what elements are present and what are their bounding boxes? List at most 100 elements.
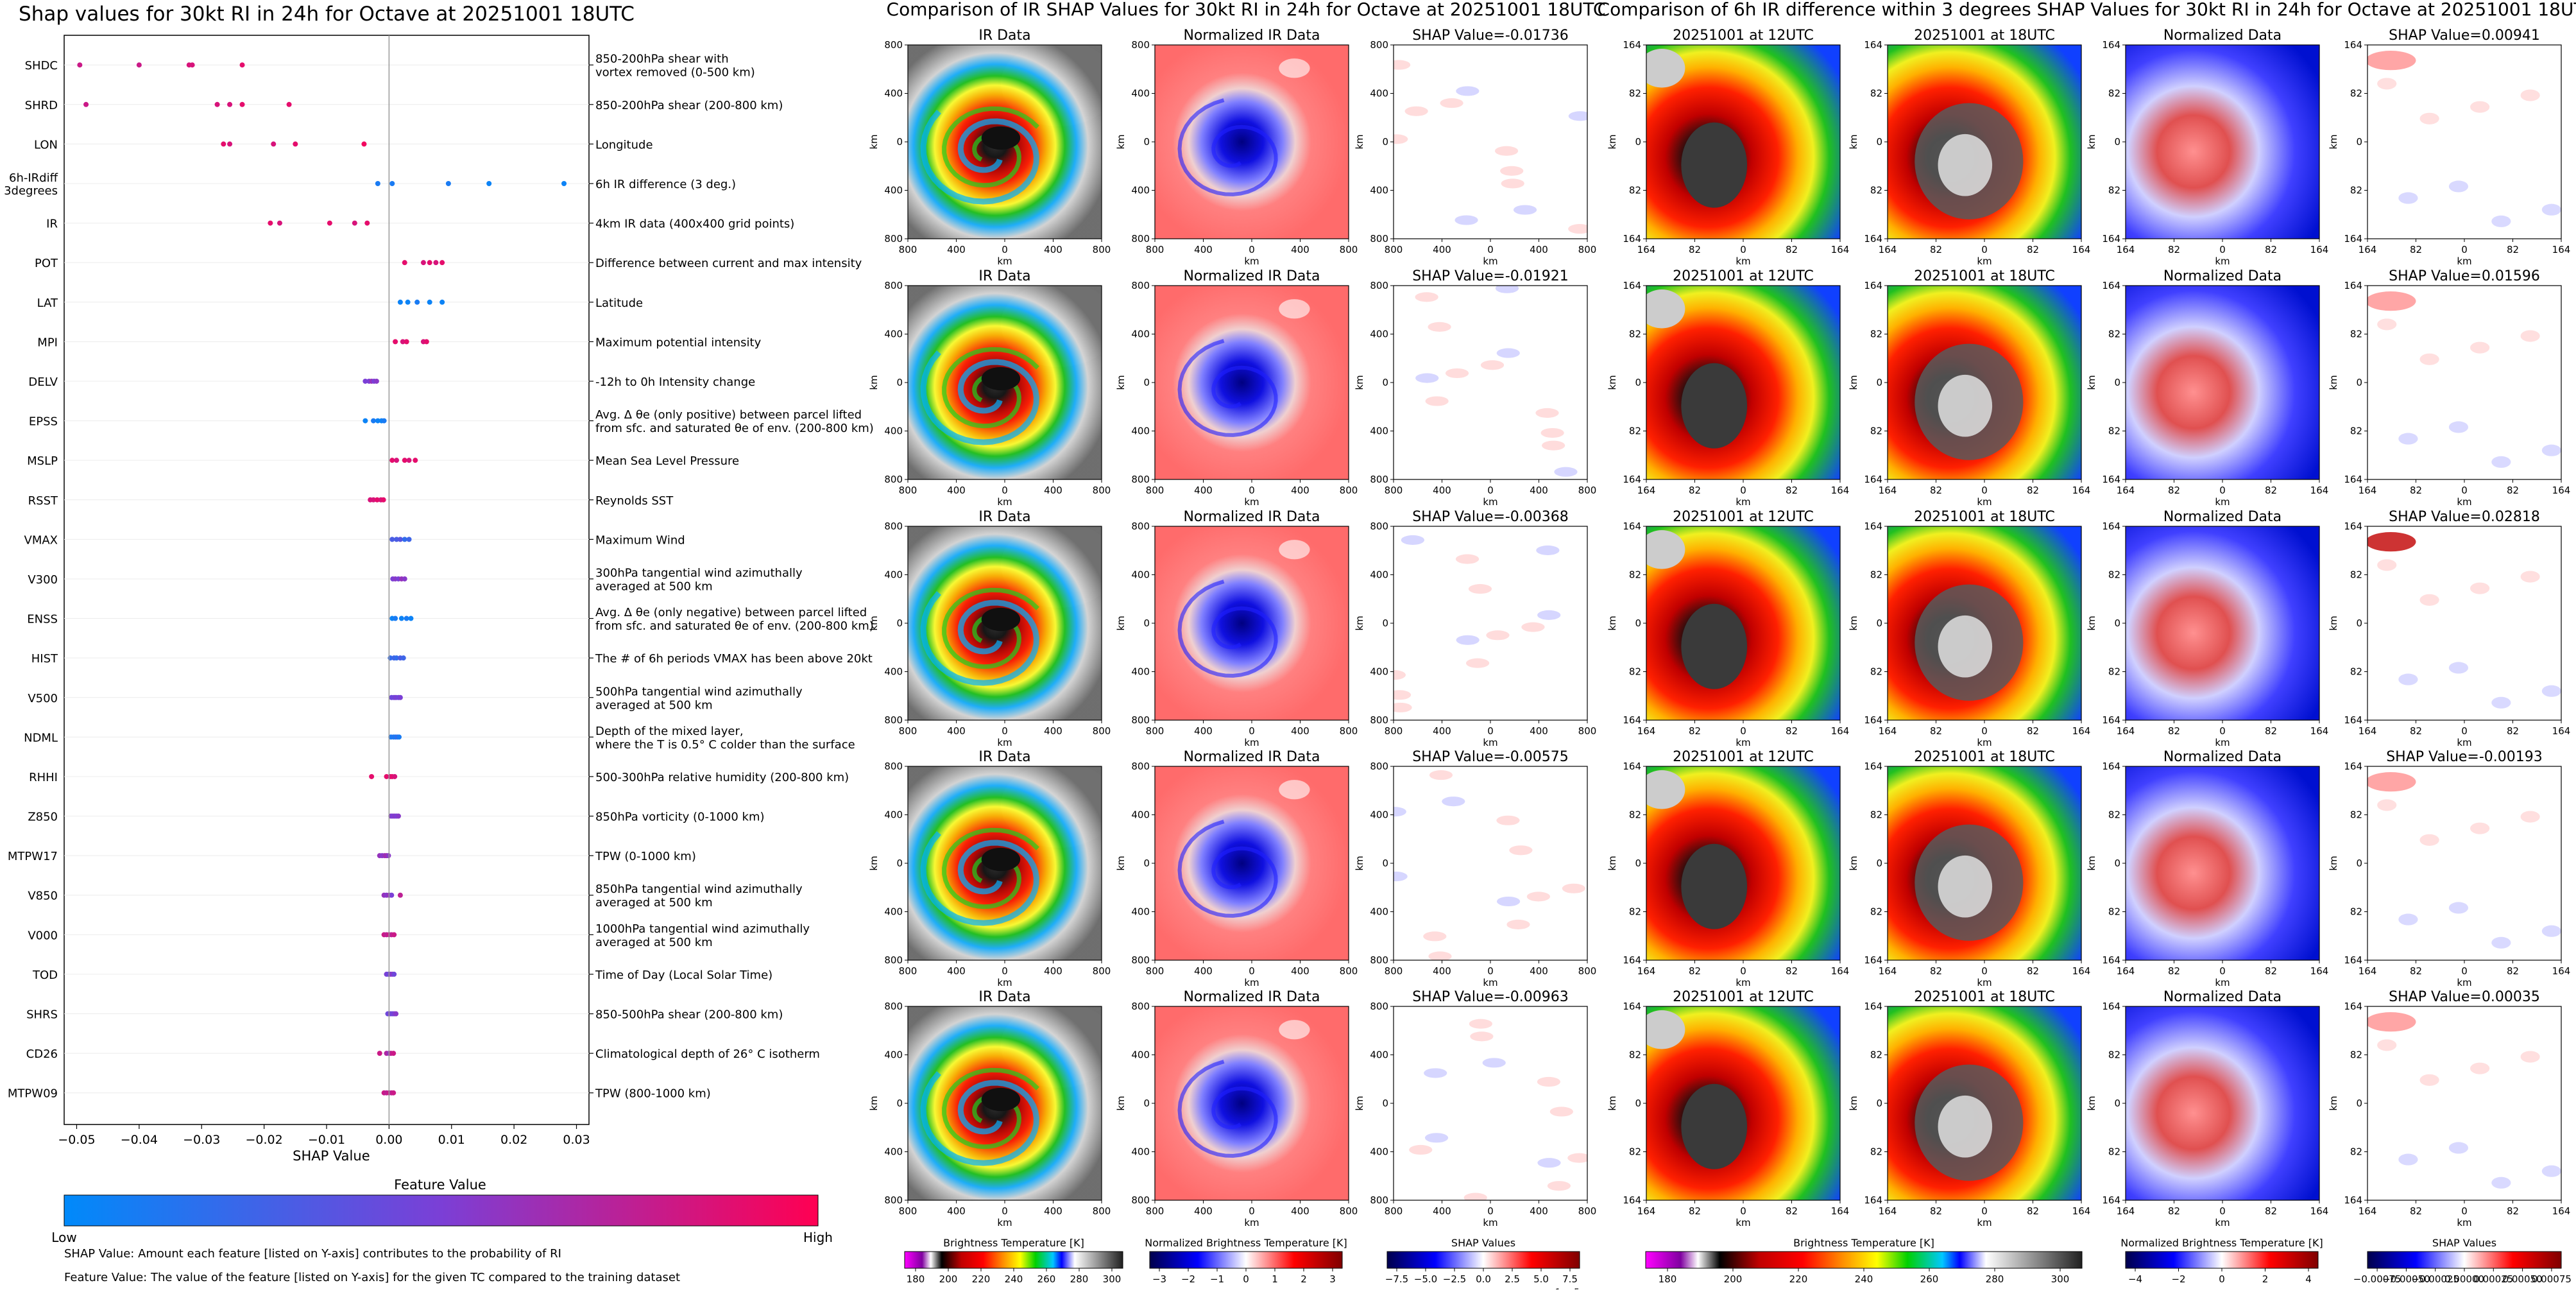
panel-x-tick-label: 0	[1740, 485, 1746, 496]
panel-y-tick-label: 82	[1870, 329, 1882, 340]
ir-rainband	[942, 1067, 1039, 1150]
shap-blob	[1480, 360, 1505, 370]
norm-band	[1177, 98, 1278, 196]
panel-y-tick-label: 0	[2114, 617, 2120, 629]
shap-blob	[1482, 1058, 1506, 1068]
panel-x-tick-label: 82	[1689, 485, 1701, 496]
panel-y-tick-label: 82	[2350, 426, 2362, 437]
colorbar-low-label: Low	[51, 1230, 76, 1245]
panel-title: Normalized Data	[2163, 28, 2282, 44]
norm-storm	[1155, 45, 1349, 239]
panel-image	[908, 526, 1102, 720]
panel-x-tick-label: 164	[1831, 1205, 1850, 1217]
shap-blob	[1496, 815, 1520, 825]
feature-name-label: LON	[34, 138, 58, 151]
panel-x-tick-label: 0	[1487, 965, 1494, 977]
diffshap-blob	[2448, 180, 2469, 193]
panel-y-tick-label: 0	[1143, 1098, 1150, 1109]
colorbar-tick-label: 180	[1659, 1273, 1677, 1285]
shap-background	[1394, 1006, 1587, 1200]
panel-x-tick-label: 164	[2552, 1205, 2571, 1217]
norm-patch	[1279, 58, 1310, 78]
panel-y-tick-label: 164	[2344, 474, 2362, 485]
shap-point	[420, 260, 426, 266]
panel-y-label: km	[2328, 134, 2339, 149]
panel-y-tick-label: 164	[2102, 1001, 2120, 1012]
norm-band	[1177, 1060, 1278, 1158]
panel-y-tick-label: 0	[1876, 136, 1882, 148]
panel-y-tick-label: 800	[1131, 761, 1150, 772]
colorbar-tick-label: −7.5	[1385, 1273, 1408, 1285]
feature-description-label: TPW (800-1000 km)	[595, 1087, 711, 1101]
shap-blob	[1494, 146, 1519, 156]
panel-x-tick-label: 164	[1637, 965, 1656, 977]
shap-blob	[1470, 1031, 1494, 1042]
panel-y-tick-label: 400	[1131, 666, 1150, 678]
panel-y-tick-label: 82	[2108, 88, 2120, 99]
panel-image	[1646, 286, 1840, 479]
panel-y-tick-label: 164	[1864, 39, 1882, 51]
panel-x-tick-label: 82	[2027, 1205, 2039, 1217]
panel-y-tick-label: 400	[1131, 88, 1150, 99]
panel-x-tick-label: 800	[1385, 1205, 1403, 1217]
panel-title: SHAP Value=-0.01921	[1412, 268, 1569, 284]
colorbar-tick-label: −2	[2171, 1273, 2185, 1285]
shap-blob	[1454, 215, 1478, 225]
panel-x-tick-label: 0	[1249, 1205, 1255, 1217]
panel-x-label: km	[1483, 977, 1497, 988]
panel-y-tick-label: 800	[884, 280, 903, 291]
diff-cold-core-center	[1938, 855, 1993, 918]
norm-storm	[1155, 286, 1349, 479]
panel-y-tick-label: 82	[2108, 1049, 2120, 1061]
diff-cold-core	[1681, 603, 1748, 689]
diffshap-blob	[2470, 341, 2490, 354]
shap-blob	[1509, 845, 1533, 856]
panel-x-label: km	[1736, 977, 1750, 988]
panel-image	[2126, 1006, 2319, 1200]
shap-point	[393, 1011, 399, 1017]
panel-y-tick-label: 400	[884, 426, 903, 437]
panel-image	[1888, 286, 2081, 479]
panel-x-tick-label: 0	[1249, 725, 1255, 737]
shap-blob	[1409, 1144, 1433, 1155]
panel-y-tick-label: 800	[1370, 233, 1388, 245]
panel-y-tick-label: 0	[2114, 857, 2120, 869]
panel-x-label: km	[997, 255, 1012, 267]
panel-y-tick-label: 82	[1870, 906, 1882, 918]
panel-y-tick-label: 0	[896, 857, 903, 869]
colorbar-high-label: High	[803, 1230, 833, 1245]
panel-x-tick-label: 400	[1433, 725, 1451, 737]
shap-point	[400, 655, 406, 661]
panel-y-tick-label: 400	[884, 88, 903, 99]
panel-y-tick-label: 82	[2350, 329, 2362, 340]
panel-x-tick-label: 82	[1930, 244, 1942, 255]
panel-title: 20251001 at 12UTC	[1673, 989, 1814, 1005]
panel-y-tick-label: 400	[1370, 1049, 1388, 1061]
panel-y-label: km	[2086, 616, 2097, 630]
colorbar-tick-label: 200	[939, 1273, 958, 1285]
ir-rainband	[920, 591, 1039, 686]
shap-point	[377, 1051, 382, 1056]
panel-y-tick-label: 800	[884, 233, 903, 245]
panel-y-tick-label: 164	[1623, 1001, 1641, 1012]
panel-x-tick-label: 400	[1433, 1205, 1451, 1217]
shap-point	[423, 339, 429, 345]
panel-image	[1646, 45, 1840, 239]
panel-image	[2367, 45, 2561, 239]
panel-y-tick-label: 0	[1143, 617, 1150, 629]
shap-blob	[1424, 1133, 1449, 1143]
colorbar-tick-label: −0.00025	[2411, 1273, 2459, 1285]
shap-point	[445, 180, 451, 186]
panel-image	[2126, 766, 2319, 960]
shap-point	[227, 101, 233, 107]
diffshap-background	[2367, 526, 2561, 720]
panel-x-tick-label: 82	[1689, 1205, 1701, 1217]
panel-y-tick-label: 800	[1131, 954, 1150, 966]
panel-y-tick-label: 400	[1370, 185, 1388, 196]
panel-y-tick-label: 400	[884, 666, 903, 678]
panel-y-tick-label: 164	[2102, 954, 2120, 966]
shap-point	[371, 497, 377, 503]
feature-description-label: Avg. Δ θe (only negative) between parcel…	[595, 606, 867, 619]
shap-axes-frame	[64, 35, 590, 1125]
shap-point	[402, 458, 407, 463]
